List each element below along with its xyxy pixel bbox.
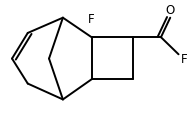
Text: F: F xyxy=(180,53,187,66)
Text: O: O xyxy=(166,5,175,17)
Text: F: F xyxy=(88,13,95,26)
